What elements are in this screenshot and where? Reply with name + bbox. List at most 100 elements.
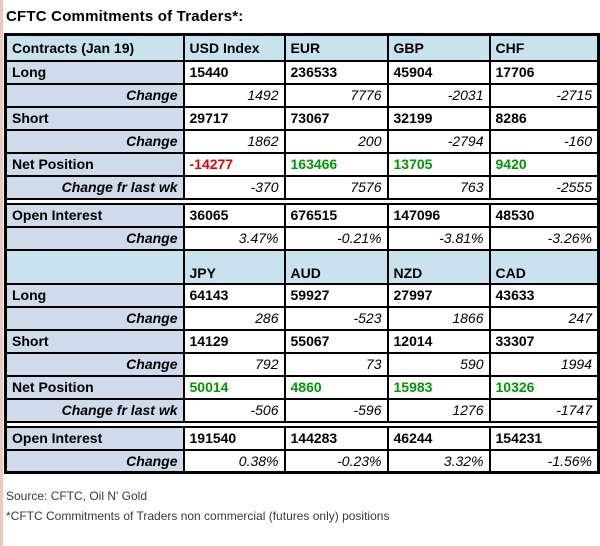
row-label: Change fr last wk <box>4 174 185 200</box>
column-header-contracts-jan-19: Contracts (Jan 19) <box>4 33 185 62</box>
cell-value: 792 <box>182 351 286 377</box>
column-header-jpy: JPY <box>182 248 286 285</box>
cell-value: -3.26% <box>488 225 600 251</box>
cell-value: 10326 <box>488 374 600 400</box>
column-header-cad: CAD <box>488 248 600 285</box>
cell-value: -596 <box>283 397 389 423</box>
cell-value: -506 <box>182 397 286 423</box>
cell-value: 3.47% <box>182 225 286 251</box>
spacer-cell <box>4 420 600 428</box>
spacer-row <box>4 420 600 428</box>
spacer-cell <box>4 197 600 205</box>
cell-value: 13705 <box>386 151 491 177</box>
table-row-change-fr-last-wk: Change fr last wk -506 -596 1276 -1747 <box>4 397 600 423</box>
cell-value: -2715 <box>488 82 600 108</box>
table-row-change: Change 1492 7776 -2031 -2715 <box>4 82 600 108</box>
row-label: Change <box>4 225 185 251</box>
cell-value: 64143 <box>182 282 286 308</box>
row-label: Net Position <box>4 374 185 400</box>
definition-note: *CFTC Commitments of Traders non commerc… <box>6 509 390 523</box>
cell-value: 247 <box>488 305 600 331</box>
cell-value: -1.56% <box>488 448 600 474</box>
column-header-chf: CHF <box>488 33 600 62</box>
column-header-eur: EUR <box>283 33 389 62</box>
row-label: Open Interest <box>4 425 185 451</box>
cell-value: 15983 <box>386 374 491 400</box>
cell-value: 43633 <box>488 282 600 308</box>
page-title: CFTC Commitments of Traders*: <box>6 8 244 25</box>
row-label: Long <box>4 282 185 308</box>
footer: Source: CFTC, Oil N' Gold *CFTC Commitme… <box>6 486 600 526</box>
table-row-change-fr-last-wk: Change fr last wk -370 7576 763 -2555 <box>4 174 600 200</box>
table-row-change: Change 1862 200 -2794 -160 <box>4 128 600 154</box>
cell-value: 4860 <box>283 374 389 400</box>
cell-value: 14129 <box>182 328 286 354</box>
spacer-row <box>4 197 600 205</box>
table-row-open-interest: Open Interest 36065 676515 147096 48530 <box>4 202 600 228</box>
cell-value: 163466 <box>283 151 389 177</box>
cell-value: 200 <box>283 128 389 154</box>
cell-value: -2794 <box>386 128 491 154</box>
column-header-usd-index: USD Index <box>182 33 286 62</box>
column-header-aud: AUD <box>283 248 389 285</box>
cell-value: 15440 <box>182 59 286 85</box>
table-row-short: Short 29717 73067 32199 8286 <box>4 105 600 131</box>
row-label: Change fr last wk <box>4 397 185 423</box>
row-label: Open Interest <box>4 202 185 228</box>
cell-value: -1747 <box>488 397 600 423</box>
source-note: Source: CFTC, Oil N' Gold <box>6 489 147 503</box>
row-label: Change <box>4 448 185 474</box>
cell-value: 147096 <box>386 202 491 228</box>
cell-value: 48530 <box>488 202 600 228</box>
cell-value: 59927 <box>283 282 389 308</box>
cell-value: 0.38% <box>182 448 286 474</box>
cell-value: 286 <box>182 305 286 331</box>
cell-value: 8286 <box>488 105 600 131</box>
cell-value: 7576 <box>283 174 389 200</box>
cell-value: 17706 <box>488 59 600 85</box>
cell-value: -160 <box>488 128 600 154</box>
cell-value: 1862 <box>182 128 286 154</box>
cell-value: -0.21% <box>283 225 389 251</box>
cell-value: 3.32% <box>386 448 491 474</box>
table-row-open-interest: Open Interest 191540 144283 46244 154231 <box>4 425 600 451</box>
table-row-change: Change 3.47% -0.21% -3.81% -3.26% <box>4 225 600 251</box>
cell-value: 32199 <box>386 105 491 131</box>
cell-value: 55067 <box>283 328 389 354</box>
table-row-long: Long 64143 59927 27997 43633 <box>4 282 600 308</box>
section-header-row: Contracts (Jan 19) USD Index EUR GBP CHF <box>4 33 600 62</box>
section-header-row: JPY AUD NZD CAD <box>4 248 600 285</box>
cell-value: -14277 <box>182 151 286 177</box>
table-row-net-position: Net Position -14277 163466 13705 9420 <box>4 151 600 177</box>
row-label: Change <box>4 82 185 108</box>
cell-value: 1492 <box>182 82 286 108</box>
cell-value: 46244 <box>386 425 491 451</box>
cell-value: 676515 <box>283 202 389 228</box>
column-header-empty <box>4 248 185 285</box>
table-row-change: Change 286 -523 1866 247 <box>4 305 600 331</box>
row-label: Short <box>4 105 185 131</box>
cell-value: 73 <box>283 351 389 377</box>
cot-report: CFTC Commitments of Traders*: Contracts … <box>4 0 600 526</box>
row-label: Change <box>4 351 185 377</box>
cell-value: 1276 <box>386 397 491 423</box>
table-row-short: Short 14129 55067 12014 33307 <box>4 328 600 354</box>
cell-value: 236533 <box>283 59 389 85</box>
row-label: Short <box>4 328 185 354</box>
cell-value: 7776 <box>283 82 389 108</box>
cell-value: 191540 <box>182 425 286 451</box>
cell-value: -370 <box>182 174 286 200</box>
cell-value: 73067 <box>283 105 389 131</box>
cell-value: -2555 <box>488 174 600 200</box>
cell-value: -3.81% <box>386 225 491 251</box>
cell-value: 154231 <box>488 425 600 451</box>
column-header-gbp: GBP <box>386 33 491 62</box>
cell-value: 50014 <box>182 374 286 400</box>
row-label: Net Position <box>4 151 185 177</box>
row-label: Change <box>4 305 185 331</box>
row-label: Long <box>4 59 185 85</box>
cell-value: 9420 <box>488 151 600 177</box>
cell-value: -2031 <box>386 82 491 108</box>
cell-value: 36065 <box>182 202 286 228</box>
table-row-net-position: Net Position 50014 4860 15983 10326 <box>4 374 600 400</box>
